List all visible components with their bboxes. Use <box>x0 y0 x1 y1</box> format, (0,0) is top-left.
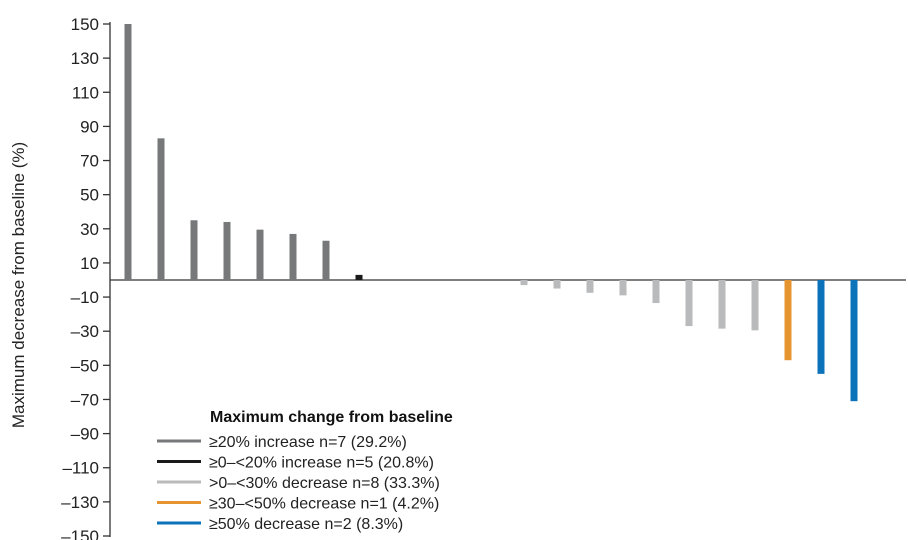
y-tick-label: –70 <box>71 390 99 409</box>
y-tick-label: 30 <box>80 220 99 239</box>
y-ticks: 150 130 110 90 70 50 30 10 –10 –30 –50 –70 –90 –110 –1… <box>61 15 110 540</box>
bar-patient-18 <box>685 280 693 327</box>
legend-label-inc0: ≥0–<20% increase n=5 (20.8%) <box>209 455 434 472</box>
bar-patient-17 <box>652 280 660 304</box>
y-axis-title: Maximum decrease from baseline (%) <box>9 142 28 428</box>
bar-patient-7 <box>322 240 330 280</box>
y-tick-label: –30 <box>71 322 99 341</box>
bar-patient-15 <box>586 280 594 293</box>
bar-patient-19 <box>718 280 726 329</box>
y-tick-label: –10 <box>71 288 99 307</box>
y-tick-label: –150 <box>61 527 99 540</box>
bar-patient-1 <box>124 24 132 280</box>
bar-patient-13 <box>520 280 528 286</box>
y-tick-label: 130 <box>71 49 99 68</box>
legend-label-dec0: >0–<30% decrease n=8 (33.3%) <box>209 475 440 492</box>
bar-patient-22 <box>817 280 825 374</box>
y-tick-label: 50 <box>80 186 99 205</box>
bar-patient-14 <box>553 280 561 289</box>
bar-patient-6 <box>289 233 297 280</box>
y-tick-label: 10 <box>80 254 99 273</box>
y-tick-label: –50 <box>71 356 99 375</box>
y-tick-label: 150 <box>71 15 99 34</box>
bar-patient-21 <box>784 280 792 361</box>
y-tick-label: –90 <box>71 425 99 444</box>
y-tick-label: –130 <box>61 493 99 512</box>
legend-label-inc20: ≥20% increase n=7 (29.2%) <box>209 434 407 451</box>
bars <box>124 24 858 402</box>
legend-title: Maximum change from baseline <box>210 409 453 426</box>
bar-patient-3 <box>190 220 198 280</box>
bar-patient-4 <box>223 221 231 280</box>
y-tick-label: 70 <box>80 152 99 171</box>
bar-patient-5 <box>256 229 264 280</box>
legend: Maximum change from baseline ≥20% increa… <box>157 409 453 533</box>
y-tick-label: 90 <box>80 117 99 136</box>
bar-patient-23 <box>850 280 858 402</box>
y-tick-label: –110 <box>62 459 99 478</box>
legend-label-dec30: ≥30–<50% decrease n=1 (4.2%) <box>209 496 439 513</box>
legend-label-dec50: ≥50% decrease n=2 (8.3%) <box>209 516 403 533</box>
y-tick-label: 110 <box>72 83 99 102</box>
bar-patient-16 <box>619 280 627 296</box>
bar-patient-20 <box>751 280 759 331</box>
bar-patient-2 <box>157 138 165 280</box>
bar-patient-8 <box>355 274 363 280</box>
